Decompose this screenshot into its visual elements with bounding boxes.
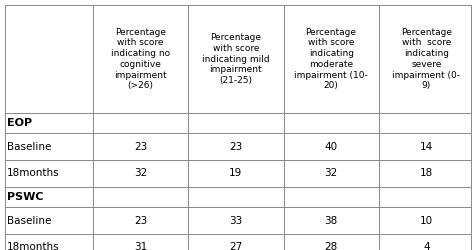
Text: Baseline: Baseline	[7, 216, 51, 226]
Text: 31: 31	[134, 242, 147, 250]
Text: 32: 32	[134, 168, 147, 178]
Text: Percentage
with score
indicating mild
impairment
(21-25): Percentage with score indicating mild im…	[202, 33, 270, 85]
Text: 40: 40	[325, 142, 337, 152]
Text: Percentage
with  score
indicating
severe
impairment (0-
9): Percentage with score indicating severe …	[392, 28, 460, 90]
Text: 23: 23	[134, 142, 147, 152]
Text: PSWC: PSWC	[7, 192, 44, 202]
Text: 19: 19	[229, 168, 243, 178]
Text: 18months: 18months	[7, 242, 60, 250]
Text: 10: 10	[420, 216, 433, 226]
Text: 28: 28	[325, 242, 338, 250]
Text: 23: 23	[229, 142, 243, 152]
Text: 4: 4	[423, 242, 430, 250]
Text: 38: 38	[325, 216, 338, 226]
Text: 33: 33	[229, 216, 243, 226]
Text: 18months: 18months	[7, 168, 60, 178]
Text: 18: 18	[420, 168, 433, 178]
Text: Percentage
with score
indicating no
cognitive
impairment
(>26): Percentage with score indicating no cogn…	[111, 28, 170, 90]
Text: 27: 27	[229, 242, 243, 250]
Text: Percentage
with score
indicating
moderate
impairment (10-
20): Percentage with score indicating moderat…	[294, 28, 368, 90]
Text: Baseline: Baseline	[7, 142, 51, 152]
Text: 14: 14	[420, 142, 433, 152]
Text: 32: 32	[325, 168, 338, 178]
Text: EOP: EOP	[7, 118, 32, 128]
Text: 23: 23	[134, 216, 147, 226]
